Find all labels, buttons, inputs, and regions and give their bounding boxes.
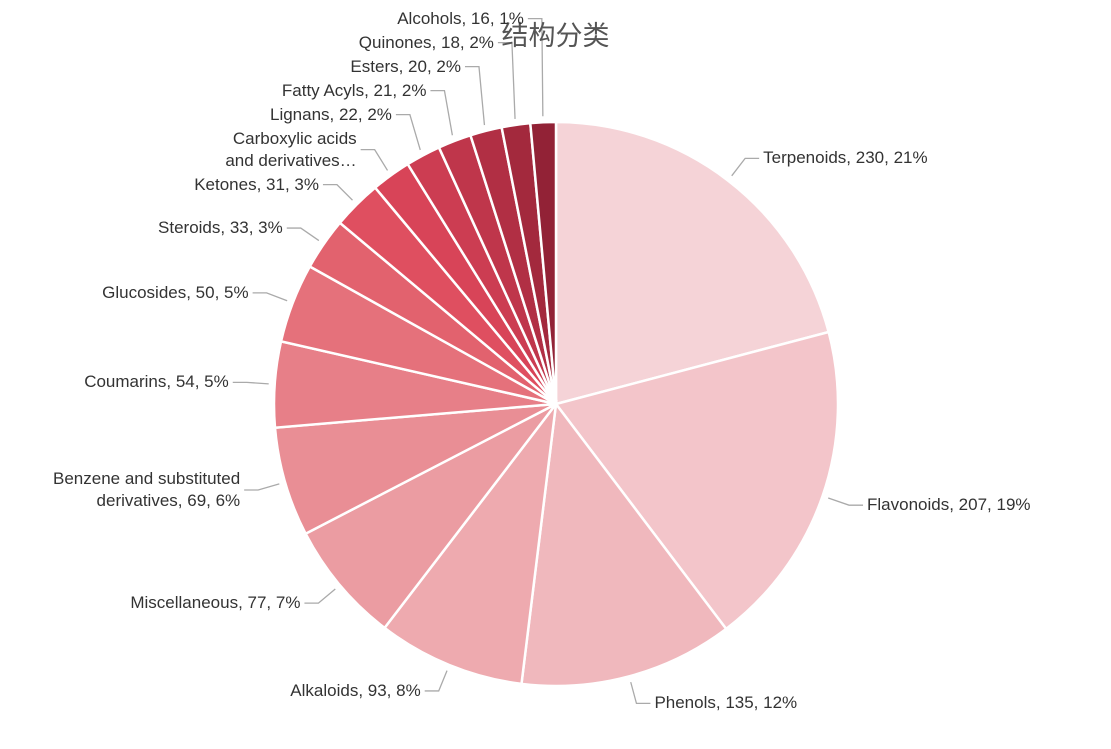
slice-label: Fatty Acyls, 21, 2% [281,80,427,100]
leader-line [527,17,544,117]
slice-label: Steroids, 33, 3% [158,218,283,238]
slice-label: Glucosides, 50, 5% [102,282,249,302]
leader-line [232,381,269,385]
slice-label: Terpenoids, 230, 21% [763,148,928,168]
leader-line [286,227,320,242]
slice-label: Flavonoids, 207, 19% [867,495,1031,515]
leader-line [395,113,421,151]
pie-slice [382,399,558,686]
leader-line [322,183,353,201]
leader-line [497,41,516,119]
leader-line [244,483,280,491]
slice-label: Quinones, 18, 2% [358,32,494,52]
leader-line [252,292,288,302]
leader-line [464,65,486,126]
leader-line [360,148,389,171]
slice-label: Benzene and substituted derivatives, 69,… [53,468,241,510]
pie-slice [520,400,728,688]
pie-slice [554,120,831,406]
pie-slice [528,120,558,405]
pie-slice [553,330,840,631]
slice-label: Alcohols, 16, 1% [397,8,524,28]
slice-label: Ketones, 31, 3% [194,174,319,194]
slice-label: Esters, 20, 2% [350,56,461,76]
leader-line [424,670,448,692]
leader-line [304,588,336,604]
leader-line [430,89,454,136]
slice-label: Alkaloids, 93, 8% [290,680,421,700]
slice-label: Lignans, 22, 2% [269,104,392,124]
slice-label: Phenols, 135, 12% [654,693,798,713]
slice-label: Carboxylic acids and derivatives… [225,128,357,170]
leader-line [630,681,651,705]
chart-title: 结构分类 [501,21,610,51]
leader-line [828,497,864,506]
pie-slice [303,402,557,630]
slice-label: Coumarins, 54, 5% [84,372,229,392]
leader-line [731,157,760,177]
slice-label: Miscellaneous, 77, 7% [130,593,301,613]
